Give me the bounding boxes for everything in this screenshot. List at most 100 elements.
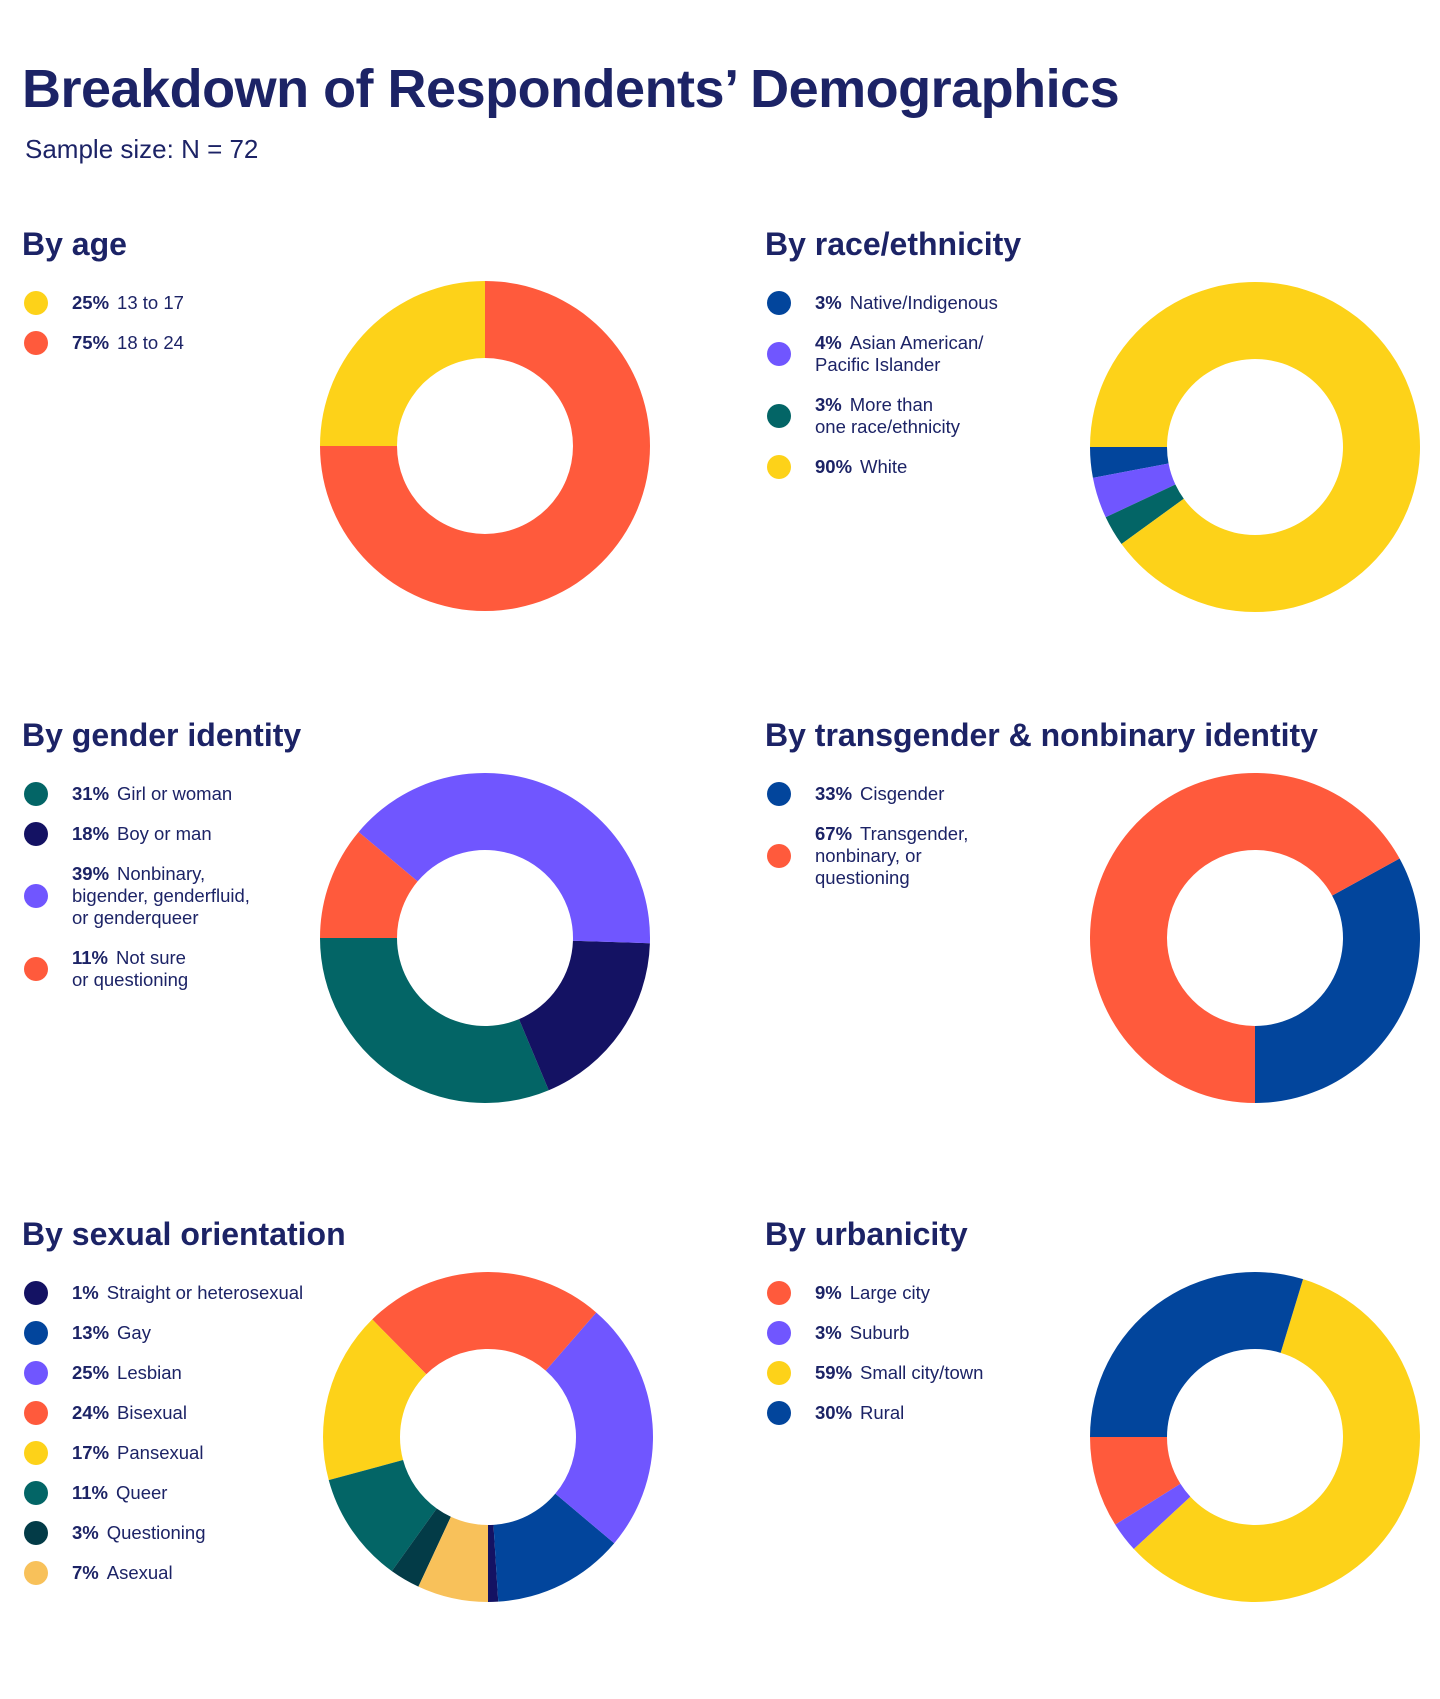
legend-item-asian-american-pacific-islander: 4% Asian American/ Pacific Islander — [767, 332, 998, 376]
orientation-chart-panel: By sexual orientation 1% Straight or hete… — [22, 1216, 742, 1699]
legend-item-queer: 11% Queer — [24, 1481, 303, 1505]
legend-swatch — [24, 291, 48, 315]
legend-percent: 11% — [72, 947, 109, 968]
legend-percent: 24% — [72, 1402, 110, 1423]
legend-percent: 25% — [72, 292, 110, 313]
legend-swatch — [767, 342, 791, 366]
gender-chart-title: By gender identity — [22, 717, 302, 753]
legend-item-girl-or-woman: 31% Girl or woman — [24, 782, 250, 806]
legend-label: Transgender, nonbinary, or questioning — [815, 823, 969, 888]
legend-label: Small city/town — [860, 1362, 984, 1383]
donut-slice-asexual — [418, 1516, 488, 1602]
legend-label: Large city — [849, 1282, 930, 1303]
age-chart-title: By age — [22, 226, 127, 262]
legend-item-small-city-town: 59% Small city/town — [767, 1361, 984, 1385]
legend-label: Boy or man — [117, 823, 212, 844]
legend-label: Pansexual — [117, 1442, 204, 1463]
legend-percent: 75% — [72, 332, 110, 353]
donut-slice-transgender-nonbinary-or-questioning — [1090, 773, 1400, 1103]
legend-percent: 11% — [72, 1482, 109, 1503]
legend-swatch — [24, 1321, 48, 1345]
legend-label: Native/Indigenous — [849, 292, 998, 313]
legend-item-pansexual: 17% Pansexual — [24, 1441, 303, 1465]
legend-swatch — [24, 1281, 48, 1305]
legend-item-straight-or-heterosexual: 1% Straight or heterosexual — [24, 1281, 304, 1305]
legend-percent: 18% — [72, 823, 110, 844]
legend-percent: 67% — [815, 823, 853, 844]
orientation-legend: 1% Straight or heterosexual 13% Gay 25% Lesbi… — [24, 1281, 304, 1602]
legend-label: 18 to 24 — [117, 332, 184, 353]
gender-chart-panel: By gender identity 31% Girl or woman 18% Bo… — [22, 717, 742, 1217]
legend-swatch — [24, 957, 48, 981]
legend-item-suburb: 3% Suburb — [767, 1321, 983, 1345]
legend-percent: 13% — [72, 1322, 110, 1343]
legend-label: Rural — [860, 1402, 905, 1423]
urbanicity-legend: 9% Large city 3% Suburb 59% Small city/town 30… — [767, 1281, 984, 1442]
sample-size-label: Sample size: N = 72 — [25, 134, 259, 164]
race-chart-panel: By race/ethnicity 3% Native/Indigenous 4% A… — [765, 226, 1440, 726]
donut-slice-white — [1090, 282, 1420, 612]
legend-percent: 7% — [72, 1562, 99, 1583]
legend-label: Queer — [116, 1482, 168, 1503]
legend-swatch — [24, 1481, 48, 1505]
legend-percent: 90% — [815, 456, 853, 477]
legend-swatch — [24, 1361, 48, 1385]
donut-slice-not-sure-or-questioning — [320, 831, 418, 938]
legend-percent: 30% — [815, 1402, 853, 1423]
legend-swatch — [767, 1321, 791, 1345]
legend-item-asexual: 7% Asexual — [24, 1561, 303, 1585]
donut-slice-native-indigenous — [1090, 447, 1169, 478]
legend-item-transgender-nonbinary-or-questioning: 67% Transgender, nonbinary, or questionin… — [767, 823, 968, 889]
race-chart-title: By race/ethnicity — [765, 226, 1022, 262]
legend-swatch — [767, 1361, 791, 1385]
legend-label: Straight or heterosexual — [106, 1282, 304, 1303]
donut-slice-large-city — [1090, 1437, 1181, 1525]
legend-percent: 1% — [72, 1282, 99, 1303]
legend-swatch — [767, 404, 791, 428]
legend-swatch — [767, 782, 791, 806]
trans-legend: 33% Cisgender 67% Transgender, nonbinary, o… — [767, 782, 968, 907]
legend-item-boy-or-man: 18% Boy or man — [24, 822, 250, 846]
legend-item-bisexual: 24% Bisexual — [24, 1401, 303, 1425]
legend-swatch — [767, 1281, 791, 1305]
donut-slice-gay — [493, 1493, 615, 1602]
trans-chart-panel: By transgender & nonbinary identity 33% C… — [765, 717, 1440, 1217]
donut-slice-asian-american-pacific-islander — [1092, 463, 1176, 518]
legend-swatch — [24, 1401, 48, 1425]
legend-item-native-indigenous: 3% Native/Indigenous — [767, 291, 998, 315]
legend-label: 13 to 17 — [117, 292, 184, 313]
orientation-donut-chart — [323, 1272, 653, 1602]
legend-swatch — [767, 455, 791, 479]
legend-swatch — [24, 1441, 48, 1465]
urbanicity-donut-chart — [1090, 1272, 1420, 1602]
legend-percent: 25% — [72, 1362, 110, 1383]
gender-donut-chart — [320, 773, 650, 1103]
legend-swatch — [24, 1561, 48, 1585]
legend-item-18-to-24: 75% 18 to 24 — [24, 331, 184, 355]
legend-percent: 9% — [815, 1282, 842, 1303]
trans-donut-chart — [1090, 773, 1420, 1103]
donut-slice-small-city-town — [1133, 1279, 1420, 1602]
age-legend: 25% 13 to 17 75% 18 to 24 — [24, 291, 184, 372]
gender-legend: 31% Girl or woman 18% Boy or man 39% Nonbinar… — [24, 782, 250, 1009]
legend-label: Cisgender — [860, 783, 945, 804]
legend-label: More than one race/ethnicity — [815, 394, 961, 437]
legend-item-white: 90% White — [767, 455, 998, 479]
donut-slice-bisexual — [372, 1272, 597, 1375]
donut-slice-pansexual — [323, 1319, 427, 1481]
race-legend: 3% Native/Indigenous 4% Asian American/ Pac… — [767, 291, 998, 496]
legend-label: Nonbinary, bigender, genderfluid, or gen… — [72, 863, 250, 928]
legend-item-rural: 30% Rural — [767, 1401, 983, 1425]
age-donut-chart — [320, 281, 650, 611]
legend-label: Questioning — [106, 1522, 206, 1543]
legend-percent: 3% — [815, 394, 842, 415]
legend-label: Bisexual — [117, 1402, 187, 1423]
legend-swatch — [767, 291, 791, 315]
legend-item-lesbian: 25% Lesbian — [24, 1361, 303, 1385]
legend-percent: 39% — [72, 863, 110, 884]
donut-slice-18-to-24 — [320, 281, 650, 611]
donut-slice-cisgender — [1255, 858, 1420, 1103]
donut-slice-lesbian — [545, 1312, 653, 1544]
donut-slice-rural — [1090, 1272, 1304, 1437]
legend-label: White — [860, 456, 908, 477]
